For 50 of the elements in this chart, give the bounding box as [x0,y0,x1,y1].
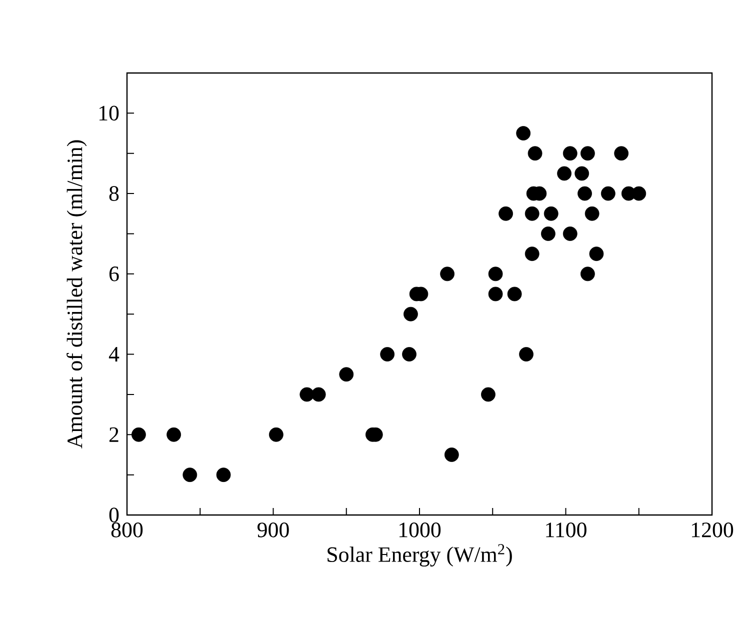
point [600,186,616,201]
point [380,347,395,362]
x-tick-label: 800 [111,522,143,538]
point [519,347,534,362]
point [402,347,416,362]
point [481,387,496,402]
y-tick-label: 0 [109,508,119,522]
point [488,266,503,282]
point [311,387,326,402]
point [339,367,354,382]
point [574,166,590,181]
y-tick-label: 10 [99,106,119,121]
point [562,226,578,241]
point [584,206,600,221]
point [488,286,503,302]
y-tick-label: 6 [109,266,119,282]
point [524,246,540,262]
point [268,427,284,442]
point [541,226,556,241]
x-tick-label: 1000 [400,522,441,538]
point [216,468,231,482]
y-axis-title: Amount of distilled water (ml/min) [66,140,87,448]
y-tick-label: 4 [108,347,120,362]
point [132,427,146,442]
point [632,186,646,201]
point [589,246,604,262]
point [498,206,513,221]
point [562,146,578,161]
y-tick-label: 2 [109,427,118,442]
point [507,286,522,302]
point [444,448,459,462]
point [300,387,314,402]
point [580,266,595,282]
point [404,306,418,322]
point [578,186,592,201]
point [524,206,540,221]
point [182,468,198,482]
point [580,146,595,161]
point [544,206,558,221]
x-tick-label: 1200 [692,522,734,538]
point [516,126,531,140]
point [557,166,572,181]
point [440,266,454,282]
y-tick-label: 8 [109,186,119,201]
point [528,146,542,161]
x-tick-label: 900 [258,522,289,538]
x-axis-title: Solar Energy (W/m$^{2}$) [328,544,512,567]
x-tick-label: 1100 [546,522,586,538]
point [614,146,629,161]
point [166,427,181,442]
